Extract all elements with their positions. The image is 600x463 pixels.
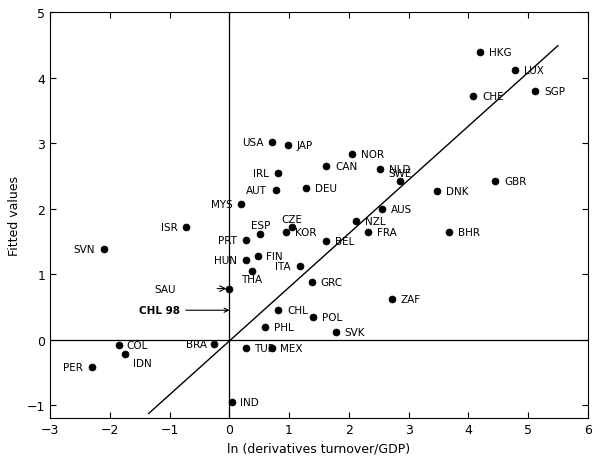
Text: SGP: SGP <box>544 87 565 97</box>
Text: LUX: LUX <box>524 66 544 76</box>
Text: DNK: DNK <box>446 187 469 197</box>
Text: SVK: SVK <box>344 327 365 337</box>
Text: USA: USA <box>242 138 263 148</box>
Text: BEL: BEL <box>335 237 355 247</box>
Text: PHL: PHL <box>274 322 294 332</box>
Text: NZL: NZL <box>365 216 386 226</box>
Text: HUN: HUN <box>214 255 237 265</box>
Text: SAU: SAU <box>154 284 176 294</box>
Text: KOR: KOR <box>295 227 317 237</box>
Text: POL: POL <box>322 312 342 322</box>
Text: ISR: ISR <box>161 223 178 232</box>
Text: JAP: JAP <box>297 140 313 150</box>
Text: MEX: MEX <box>280 344 302 353</box>
Text: CZE: CZE <box>281 214 302 224</box>
Text: BHR: BHR <box>458 227 480 237</box>
X-axis label: ln (derivatives turnover/GDP): ln (derivatives turnover/GDP) <box>227 442 410 455</box>
Text: PRT: PRT <box>218 236 237 246</box>
Text: AUT: AUT <box>246 186 267 196</box>
Text: MYS: MYS <box>211 200 232 210</box>
Text: CHL: CHL <box>287 306 308 316</box>
Text: DEU: DEU <box>315 183 337 194</box>
Text: GBR: GBR <box>504 177 526 187</box>
Y-axis label: Fitted values: Fitted values <box>8 176 22 256</box>
Text: IND: IND <box>240 397 259 407</box>
Text: IRL: IRL <box>253 169 269 178</box>
Text: CAN: CAN <box>335 162 358 172</box>
Text: GRC: GRC <box>321 277 343 288</box>
Text: ESP: ESP <box>251 221 270 231</box>
Text: NLD: NLD <box>389 165 410 175</box>
Text: ZAF: ZAF <box>401 294 421 305</box>
Text: FIN: FIN <box>266 251 283 261</box>
Text: PER: PER <box>63 363 83 372</box>
Text: FRA: FRA <box>377 227 397 237</box>
Text: TUR: TUR <box>254 343 275 353</box>
Text: CHE: CHE <box>482 92 503 102</box>
Text: BRA: BRA <box>185 339 206 350</box>
Text: NOR: NOR <box>361 150 384 160</box>
Text: SVN: SVN <box>73 245 95 255</box>
Text: HKG: HKG <box>489 48 512 57</box>
Text: SWE: SWE <box>388 169 411 178</box>
Text: IDN: IDN <box>133 358 151 368</box>
Text: COL: COL <box>127 340 148 350</box>
Text: THA: THA <box>241 275 263 285</box>
Text: CHL 98: CHL 98 <box>139 306 228 316</box>
Text: AUS: AUS <box>391 204 412 214</box>
Text: ITA: ITA <box>275 262 291 272</box>
